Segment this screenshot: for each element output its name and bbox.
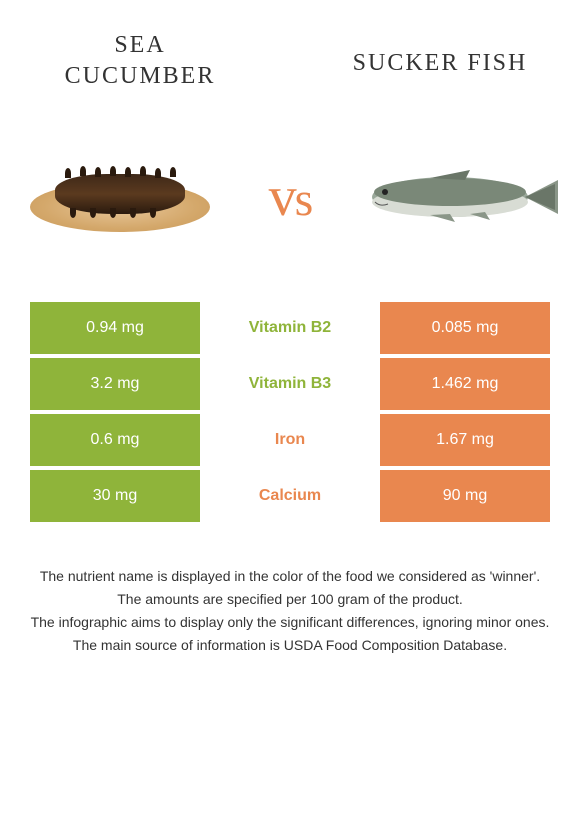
comparison-table: 0.94 mgVitamin B20.085 mg3.2 mgVitamin B… [30,302,550,522]
sea-cucumber-image [20,127,220,267]
left-value: 0.94 mg [30,302,200,354]
footer-line: The amounts are specified per 100 gram o… [30,589,550,610]
table-row: 3.2 mgVitamin B31.462 mg [30,358,550,410]
vs-label: vs [269,165,312,229]
right-value: 1.462 mg [380,358,550,410]
title-right: Sucker fish [340,30,540,92]
footer-line: The infographic aims to display only the… [30,612,550,633]
nutrient-name: Iron [200,414,380,466]
nutrient-name: Vitamin B2 [200,302,380,354]
right-value: 1.67 mg [380,414,550,466]
footer-line: The nutrient name is displayed in the co… [30,566,550,587]
right-value: 90 mg [380,470,550,522]
nutrient-name: Vitamin B3 [200,358,380,410]
footer-notes: The nutrient name is displayed in the co… [0,526,580,656]
nutrient-name: Calcium [200,470,380,522]
left-value: 0.6 mg [30,414,200,466]
right-value: 0.085 mg [380,302,550,354]
table-row: 30 mgCalcium90 mg [30,470,550,522]
left-value: 30 mg [30,470,200,522]
footer-line: The main source of information is USDA F… [30,635,550,656]
title-left: Sea cucumber [40,30,240,92]
table-row: 0.6 mgIron1.67 mg [30,414,550,466]
sucker-fish-image [360,127,560,267]
left-value: 3.2 mg [30,358,200,410]
table-row: 0.94 mgVitamin B20.085 mg [30,302,550,354]
